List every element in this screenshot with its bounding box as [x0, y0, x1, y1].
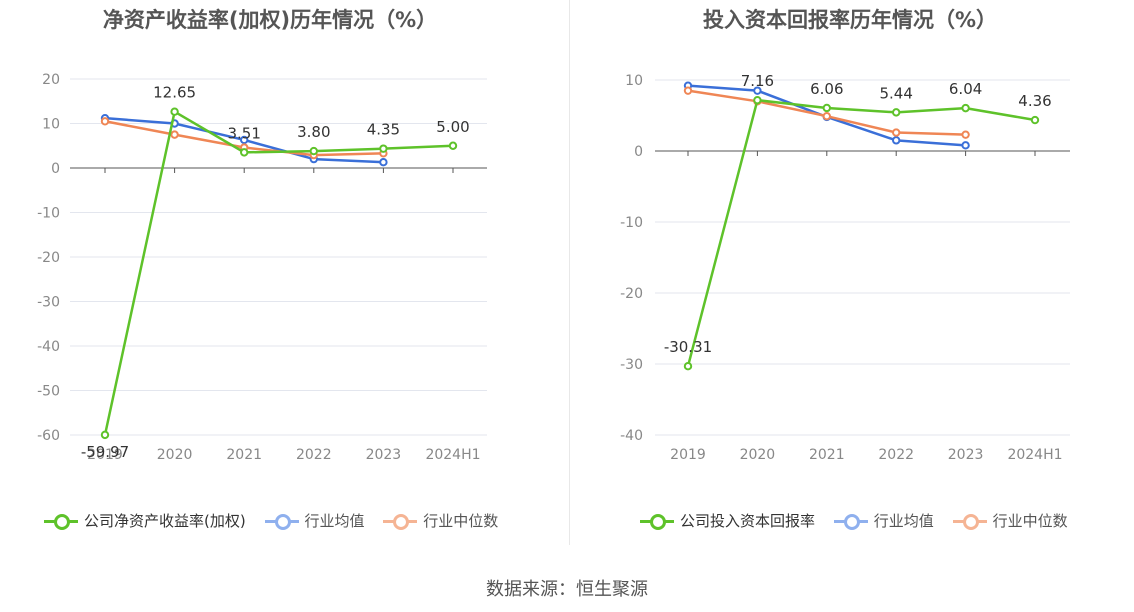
x-tick-label: 2024H1: [425, 447, 480, 463]
legend-roe: 公司净资产收益率(加权) 行业均值 行业中位数: [44, 510, 512, 532]
data-point[interactable]: [170, 107, 179, 116]
x-tick-label: 2023: [948, 447, 984, 463]
data-point[interactable]: [379, 158, 388, 167]
x-tick-label: 2021: [226, 447, 262, 463]
y-tick-label: 10: [42, 117, 60, 133]
data-point[interactable]: [822, 112, 831, 121]
data-label: 6.06: [810, 80, 843, 98]
chart-roe: 20 10 0 -10 -20 -30 -40 -50 -60 2019 2020 2021 2022 2…: [37, 72, 487, 463]
data-point[interactable]: [1030, 115, 1040, 125]
y-tick-label: -40: [620, 428, 643, 444]
data-point[interactable]: [683, 362, 693, 371]
data-point[interactable]: [309, 146, 318, 156]
x-tick-label: 2021: [809, 447, 845, 463]
y-tick-label: -10: [620, 215, 643, 231]
x-tick-label: 2022: [296, 447, 332, 463]
legend-item-company[interactable]: 公司净资产收益率(加权): [44, 510, 246, 531]
y-tick-label: -40: [37, 339, 60, 355]
legend-ring-icon: [393, 513, 410, 530]
legend-ring-icon: [843, 513, 860, 530]
y-tick-label: 20: [42, 72, 60, 88]
legend-label: 公司投入资本回报率: [680, 512, 816, 530]
legend-ring-icon: [962, 513, 979, 530]
y-tick-label: -20: [620, 286, 643, 302]
data-point[interactable]: [753, 86, 762, 95]
data-point[interactable]: [100, 430, 110, 440]
legend-label: 公司净资产收益率(加权): [84, 512, 246, 530]
legend-label: 行业均值: [304, 512, 365, 530]
y-tick-label: 0: [51, 161, 60, 177]
y-tick-label: -60: [37, 428, 60, 444]
data-label: 5.00: [436, 118, 469, 136]
x-tick-label: 2019: [670, 447, 706, 463]
legend-item-industry-median[interactable]: 行业中位数: [952, 510, 1068, 531]
data-point[interactable]: [240, 148, 249, 157]
x-tick-label: 2019: [87, 447, 123, 463]
legend-marker-icon: [44, 513, 78, 530]
data-point[interactable]: [753, 95, 762, 105]
data-point[interactable]: [892, 136, 901, 145]
data-label: 3.80: [297, 123, 330, 141]
data-point[interactable]: [822, 103, 831, 113]
data-label: -59.97: [81, 443, 129, 461]
data-point[interactable]: [892, 108, 901, 117]
series-line: [103, 110, 454, 436]
data-point[interactable]: [379, 144, 388, 153]
x-tick-label: 2020: [740, 447, 776, 463]
legend-item-industry-mean[interactable]: 行业均值: [833, 510, 934, 531]
legend-marker-icon: [383, 513, 418, 530]
legend-marker-icon: [264, 513, 299, 530]
data-point[interactable]: [892, 128, 901, 137]
y-tick-label: -50: [37, 384, 60, 400]
y-tick-label: -10: [37, 206, 60, 222]
x-tick-label: 2020: [157, 447, 193, 463]
data-source-note: 数据来源：恒生聚源: [486, 579, 648, 600]
x-tick-label: 2022: [878, 447, 914, 463]
data-label: 4.36: [1018, 92, 1051, 110]
chart-roic: 10 0 -10 -20 -30 -40 2019 2020 2021 2022 2023 2024H…: [620, 72, 1070, 463]
chart-title-roic: 投入资本回报率历年情况（%）: [702, 8, 998, 32]
data-point[interactable]: [170, 130, 179, 139]
y-tick-label: 0: [634, 144, 643, 160]
data-label: 4.35: [367, 121, 400, 139]
data-label: 7.16: [741, 72, 774, 90]
legend-label: 行业中位数: [423, 512, 499, 530]
legend-ring-icon: [650, 513, 666, 530]
y-tick-label: -30: [37, 295, 60, 311]
data-label: 5.44: [879, 84, 912, 102]
x-tick-label: 2023: [366, 447, 402, 463]
chart-title-roe: 净资产收益率(加权)历年情况（%）: [102, 8, 438, 32]
data-label: -30.31: [664, 338, 712, 356]
series-line: [686, 98, 1036, 367]
data-label: 3.51: [227, 124, 260, 142]
data-point[interactable]: [961, 103, 970, 113]
y-tick-label: 10: [625, 73, 643, 89]
legend-roic: 公司投入资本回报率 行业均值 行业中位数: [640, 510, 1082, 532]
legend-item-industry-mean[interactable]: 行业均值: [264, 510, 365, 531]
legend-marker-icon: [833, 513, 868, 530]
panel-divider: [569, 0, 570, 545]
data-point[interactable]: [961, 130, 970, 139]
y-tick-label: -30: [620, 357, 643, 373]
data-point[interactable]: [683, 86, 693, 95]
data-label: 6.04: [949, 80, 982, 98]
legend-item-company[interactable]: 公司投入资本回报率: [640, 510, 815, 531]
data-point[interactable]: [448, 141, 458, 150]
legend-label: 行业中位数: [992, 512, 1068, 530]
data-point[interactable]: [100, 117, 110, 126]
legend-label: 行业均值: [873, 512, 934, 530]
data-label: 12.65: [153, 84, 196, 102]
legend-item-industry-median[interactable]: 行业中位数: [383, 510, 498, 531]
legend-ring-icon: [274, 513, 291, 530]
data-point[interactable]: [240, 135, 249, 145]
legend-marker-icon: [952, 513, 987, 530]
legend-ring-icon: [54, 513, 70, 530]
y-tick-label: -20: [37, 250, 60, 266]
data-point[interactable]: [961, 141, 970, 150]
x-tick-label: 2024H1: [1007, 447, 1062, 463]
legend-marker-icon: [640, 513, 674, 530]
